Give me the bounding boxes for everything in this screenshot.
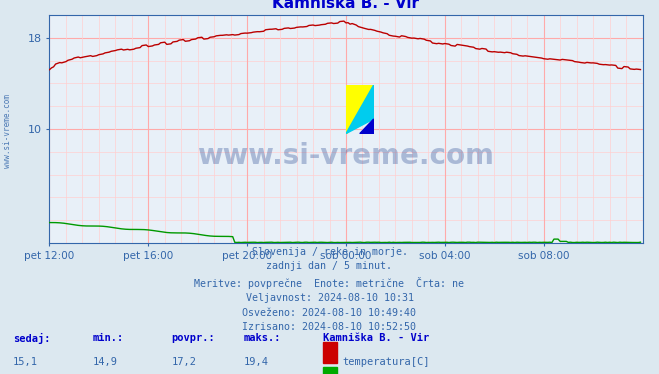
Polygon shape bbox=[360, 119, 374, 134]
Text: Slovenija / reke in morje.
zadnji dan / 5 minut.
Meritve: povprečne  Enote: metr: Slovenija / reke in morje. zadnji dan / … bbox=[194, 247, 465, 332]
Text: 15,1: 15,1 bbox=[13, 357, 38, 367]
Text: www.si-vreme.com: www.si-vreme.com bbox=[3, 94, 13, 168]
Text: povpr.:: povpr.: bbox=[171, 333, 215, 343]
Text: maks.:: maks.: bbox=[244, 333, 281, 343]
Text: 14,9: 14,9 bbox=[92, 357, 117, 367]
Text: www.si-vreme.com: www.si-vreme.com bbox=[198, 142, 494, 171]
Text: 19,4: 19,4 bbox=[244, 357, 269, 367]
Title: Kamniška B. - Vir: Kamniška B. - Vir bbox=[272, 0, 420, 11]
Text: min.:: min.: bbox=[92, 333, 123, 343]
Polygon shape bbox=[346, 85, 374, 134]
Text: sedaj:: sedaj: bbox=[13, 333, 51, 344]
Text: 17,2: 17,2 bbox=[171, 357, 196, 367]
Polygon shape bbox=[346, 85, 374, 134]
Text: temperatura[C]: temperatura[C] bbox=[343, 357, 430, 367]
Text: Kamniška B. - Vir: Kamniška B. - Vir bbox=[323, 333, 429, 343]
